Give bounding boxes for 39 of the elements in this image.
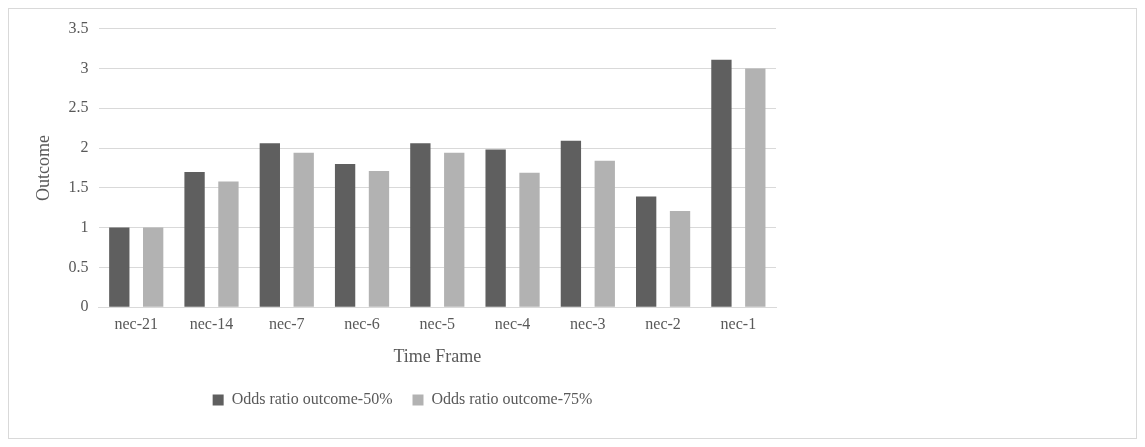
bar [594, 160, 615, 307]
y-tick-label: 1 [80, 217, 89, 235]
bar [745, 68, 766, 307]
bar [334, 163, 356, 307]
y-axis-title: Outcome [32, 134, 53, 201]
legend-label: Odds ratio outcome-75% [431, 390, 593, 408]
bar [444, 152, 465, 307]
x-tick-label: nec-7 [269, 315, 305, 332]
bar [711, 59, 732, 307]
x-tick-label: nec-5 [419, 315, 456, 332]
bar [109, 227, 130, 307]
bar [184, 171, 205, 307]
x-tick-label: nec-2 [645, 315, 681, 332]
x-tick-label: nec-14 [189, 315, 234, 332]
x-tick-label: nec-6 [344, 315, 380, 332]
y-tick-label: 0 [80, 297, 89, 315]
bar [485, 149, 506, 307]
bar [636, 196, 657, 307]
bar [259, 143, 280, 307]
bar [218, 181, 239, 307]
x-tick-label: nec-21 [114, 315, 158, 332]
y-tick-label: 3.5 [68, 18, 89, 36]
bar [143, 227, 164, 307]
bar [519, 172, 540, 307]
y-tick-label: 2 [80, 138, 89, 156]
x-tick-label: nec-4 [494, 315, 531, 332]
x-axis-title: Time Frame [393, 345, 482, 366]
bar [293, 152, 314, 307]
y-tick-label: 0.5 [68, 257, 89, 275]
bar [410, 143, 431, 307]
bar [560, 140, 582, 307]
y-tick-label: 1.5 [68, 178, 89, 195]
y-tick-label: 3 [80, 58, 89, 76]
legend-label: Odds ratio outcome-50% [231, 390, 393, 408]
bar [669, 210, 691, 307]
x-tick-label: nec-1 [720, 315, 757, 332]
x-tick-label: nec-3 [570, 315, 606, 332]
y-tick-label: 2.5 [68, 98, 89, 116]
bar [368, 171, 390, 307]
